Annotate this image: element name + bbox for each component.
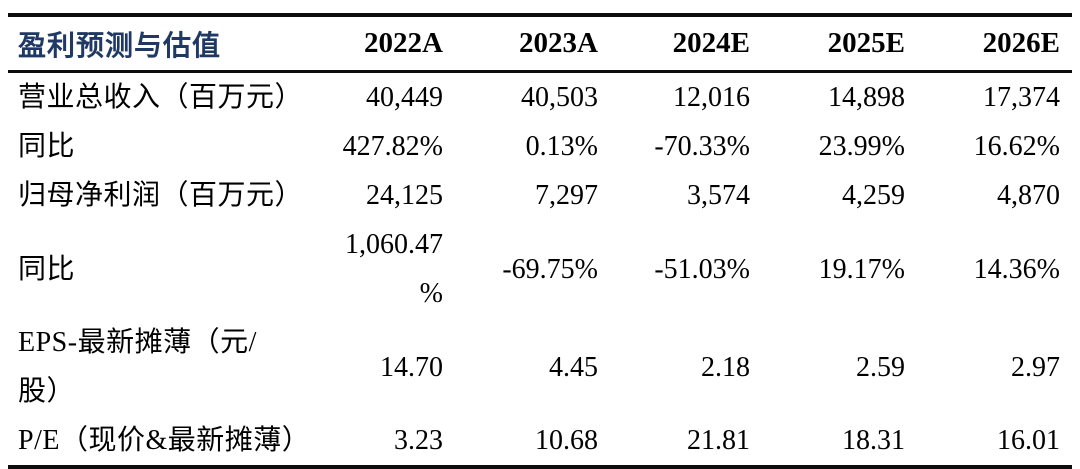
table-cell: -69.75%: [502, 253, 598, 285]
table-cell: 23.99%: [818, 131, 905, 162]
column-header-2023a: 2023A: [443, 15, 598, 73]
header-row: 盈利预测与估值 2022A 2023A 2024E 2025E 2026E: [8, 15, 1072, 73]
table-cell: 1,060.47 %: [345, 229, 443, 309]
column-header-2024e: 2024E: [598, 15, 750, 73]
table-cell: 4,870: [997, 180, 1060, 211]
table-cell: 14.70: [380, 351, 443, 383]
table-row-net-profit-yoy: 同比 1,060.47 % -69.75% -51.03% 19.17% 14.…: [8, 220, 1072, 318]
table-title: 盈利预测与估值: [8, 15, 298, 73]
forecast-table: 盈利预测与估值 2022A 2023A 2024E 2025E 2026E 营业…: [8, 13, 1072, 469]
table-cell: 0.13%: [525, 131, 598, 162]
table-cell: 10.68: [443, 416, 598, 469]
table-cell: 4.45: [549, 351, 598, 383]
table-cell: 2.97: [1011, 351, 1060, 383]
row-label: EPS-最新摊薄（元/股）: [18, 327, 257, 407]
table-row-revenue-yoy: 同比 427.82% 0.13% -70.33% 23.99% 16.62%: [8, 122, 1072, 171]
row-label: 同比: [18, 253, 76, 285]
table-cell: 3.23: [298, 416, 443, 469]
table-cell: 7,297: [535, 180, 598, 211]
table-cell: 14,898: [828, 82, 905, 113]
table-cell: 21.81: [598, 416, 750, 469]
table-cell: 40,503: [521, 82, 598, 113]
table-cell: -70.33%: [654, 131, 750, 162]
table-cell: 18.31: [750, 416, 905, 469]
table-row-total-revenue: 营业总收入（百万元） 40,449 40,503 12,016 14,898 1…: [8, 72, 1072, 123]
column-header-2022a: 2022A: [298, 15, 443, 73]
table-cell: -51.03%: [654, 253, 750, 285]
table-cell: 427.82%: [342, 131, 443, 162]
table-row-net-profit: 归母净利润（百万元） 24,125 7,297 3,574 4,259 4,87…: [8, 171, 1072, 220]
table-cell: 2.59: [856, 351, 905, 383]
column-header-2025e: 2025E: [750, 15, 905, 73]
table-cell: 12,016: [673, 82, 750, 113]
row-label: 同比: [18, 131, 76, 162]
column-header-2026e: 2026E: [905, 15, 1072, 73]
table-cell: 16.62%: [973, 131, 1060, 162]
table-cell: 2.18: [701, 351, 750, 383]
table-cell: 40,449: [366, 82, 443, 113]
table-cell: 3,574: [687, 180, 750, 211]
table-cell: 14.36%: [973, 253, 1060, 285]
table-cell: 19.17%: [818, 253, 905, 285]
table-cell: 24,125: [366, 180, 443, 211]
row-label: 归母净利润（百万元）: [18, 180, 304, 211]
row-label: 营业总收入（百万元）: [18, 82, 304, 113]
table-row-pe: P/E（现价&最新摊薄） 3.23 10.68 21.81 18.31 16.0…: [8, 416, 1072, 469]
row-label: P/E（现价&最新摊薄）: [8, 416, 310, 469]
table-row-eps: EPS-最新摊薄（元/股） 14.70 4.45 2.18 2.59 2.97: [8, 318, 1072, 416]
table-cell: 17,374: [983, 82, 1060, 113]
table-cell: 16.01: [905, 416, 1072, 469]
table-cell: 4,259: [842, 180, 905, 211]
